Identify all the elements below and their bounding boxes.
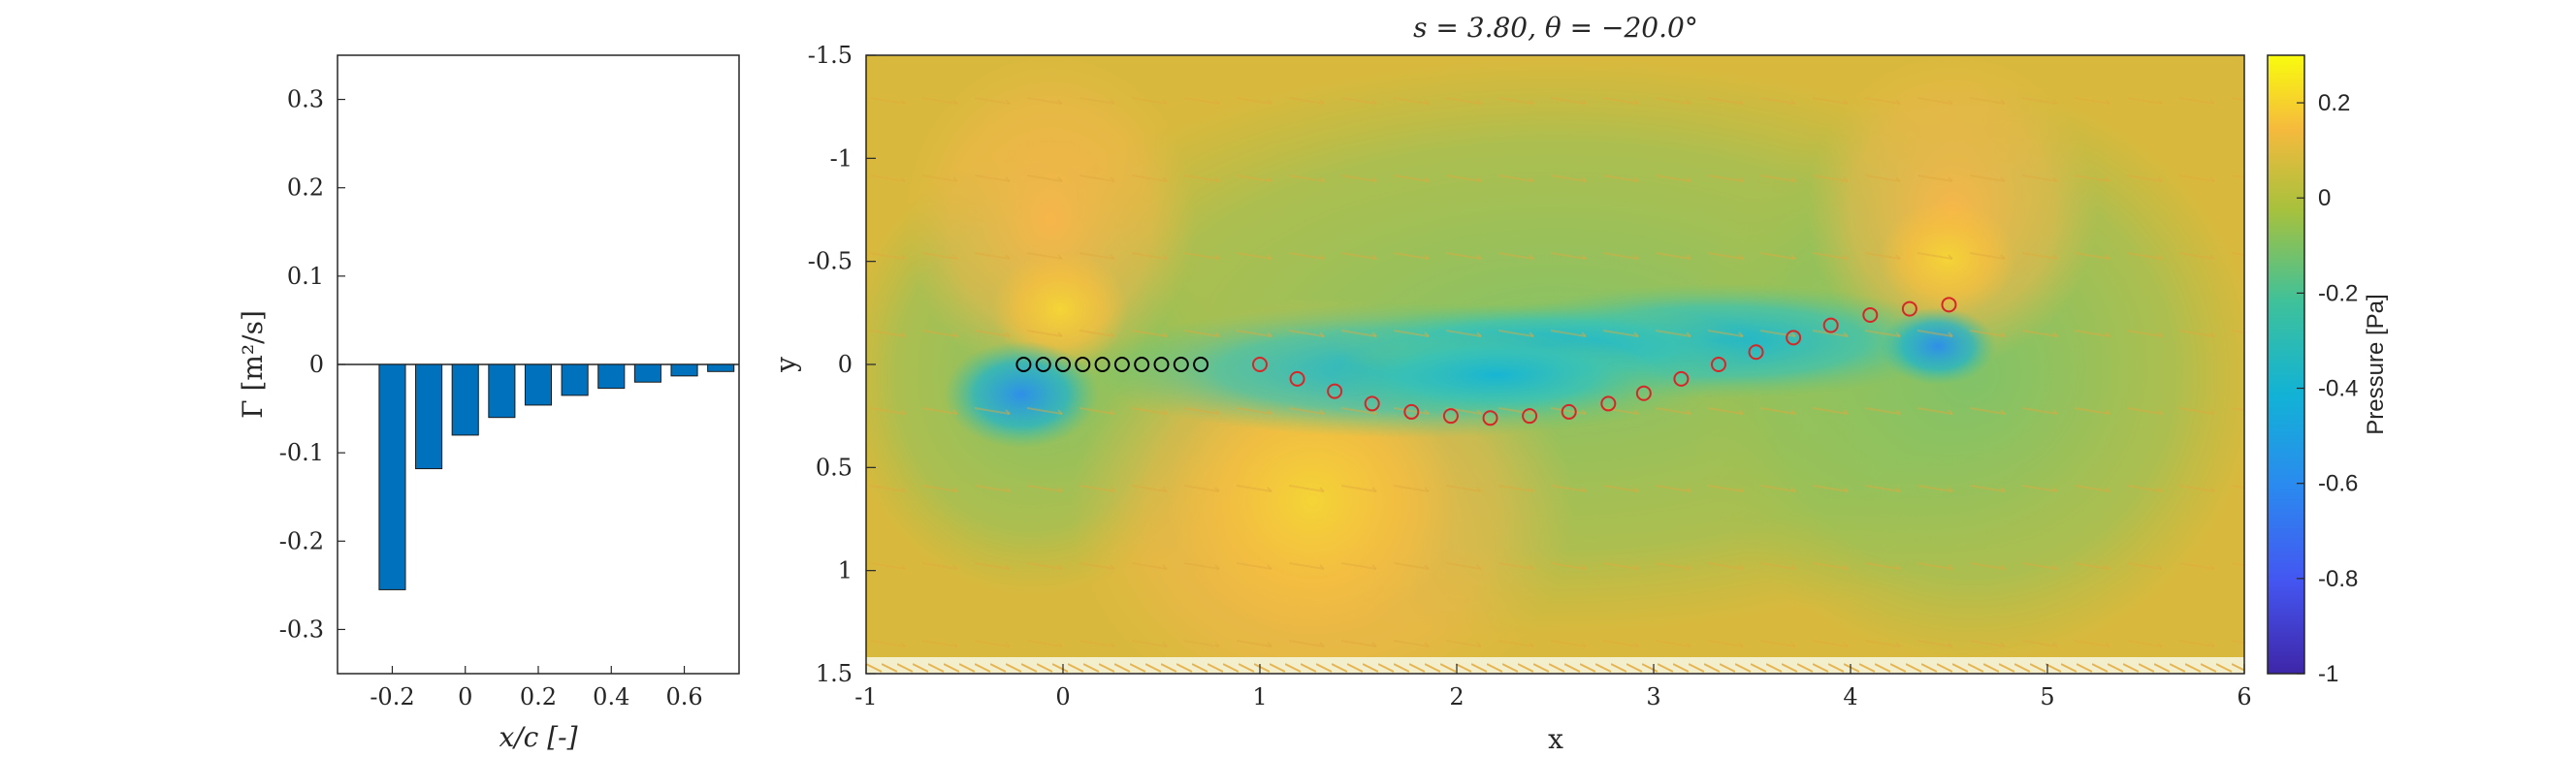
wake-point: [1822, 317, 1839, 333]
field-x-tick-label: 1: [1252, 683, 1267, 710]
bar-x-tick-label: -0.2: [370, 683, 414, 710]
field-x-tick-label: 0: [1055, 683, 1070, 710]
wake-point: [1862, 306, 1879, 323]
wake-point: [1901, 300, 1917, 317]
field-y-ticks: -1.5 -1 -0.5 0 0.5 1 1.5: [808, 42, 876, 687]
bar: [488, 363, 516, 419]
foil-point: [1035, 357, 1051, 372]
wake-point: [1482, 410, 1498, 426]
bar: [415, 363, 443, 470]
wake-point: [1673, 370, 1690, 387]
pressure-colorbar: 0.2 0 -0.2 -0.4 -0.6 -0.8 -1 Pressure [Pa]: [2267, 54, 2389, 687]
field-x-tick-label: 2: [1449, 683, 1464, 710]
foil-point: [1055, 357, 1071, 372]
wake-point: [1364, 395, 1380, 412]
pressure-contour-field: [866, 55, 2244, 674]
bar-y-tick-label: 0: [309, 351, 324, 378]
bar-y-tick-label: 0.3: [287, 86, 324, 113]
wake-point: [1786, 330, 1802, 346]
wake-point: [1710, 357, 1726, 372]
bar: [451, 363, 479, 436]
circulation-bar-chart: -0.2 0 0.2 0.4 0.6 0.3 0.2 0.1 0 -0.1 -0.2 -0.3 x/…: [237, 54, 740, 753]
colorbar-tick-label: -0.6: [2318, 471, 2358, 497]
bar-x-tick-label: 0.4: [593, 683, 629, 710]
colorbar-tick-label: -0.2: [2318, 280, 2358, 306]
colorbar-ticks: 0.2 0 -0.2 -0.4 -0.6 -0.8 -1: [2297, 90, 2358, 687]
foil-point: [1153, 357, 1170, 372]
colorbar-label: Pressure [Pa]: [2363, 294, 2389, 434]
wake-point: [1327, 383, 1343, 399]
bar: [633, 363, 661, 383]
bar-y-tick-label: 0.1: [287, 263, 324, 290]
bar-y-tick-label: 0.2: [287, 174, 324, 202]
wake-point: [1561, 403, 1577, 420]
bar-y-ticks: 0.3 0.2 0.1 0 -0.1 -0.2 -0.3: [279, 86, 345, 643]
field-x-tick-label: 4: [1843, 683, 1857, 710]
foil-point: [1134, 357, 1150, 372]
field-x-ticks: -1 0 1 2 3 4 5 6: [854, 664, 2252, 710]
colorbar-tick-label: 0.2: [2318, 90, 2350, 116]
field-title: s = 3.80, θ = −20.0°: [1413, 12, 1698, 44]
bar: [707, 363, 735, 372]
wake-point: [1289, 370, 1305, 387]
field-y-tick-label: -1: [830, 144, 853, 172]
colorbar-tick-label: 0: [2318, 185, 2331, 211]
bar-x-label: x/c [-]: [499, 721, 577, 753]
field-y-tick-label: 1: [838, 557, 853, 584]
field-y-tick-label: 1.5: [816, 660, 853, 687]
bar-x-ticks: -0.2 0 0.2 0.4 0.6: [370, 666, 703, 710]
wake-point: [1600, 395, 1617, 412]
field-y-tick-label: 0: [838, 351, 853, 378]
wake-point: [1748, 344, 1764, 361]
field-x-tick-label: 6: [2237, 683, 2251, 710]
bar-y-tick-label: -0.1: [279, 439, 324, 466]
field-y-tick-label: -1.5: [808, 42, 853, 69]
foil-markers: [1015, 357, 1209, 372]
field-x-tick-label: 3: [1646, 683, 1660, 710]
bar: [561, 363, 589, 396]
bar-y-tick-label: -0.2: [279, 527, 324, 554]
wake-markers: [1252, 297, 1957, 426]
bar-x-tick-label: 0.2: [520, 683, 557, 710]
field-x-tick-label: 5: [2040, 683, 2054, 710]
wake-point: [1941, 297, 1957, 313]
bar: [524, 363, 553, 406]
wake-point: [1252, 357, 1268, 372]
bar-y-label: Γ [m²/s]: [237, 310, 269, 419]
foil-point: [1094, 357, 1111, 372]
foil-point: [1015, 357, 1032, 372]
foil-point: [1075, 357, 1091, 372]
bar: [670, 363, 698, 377]
wake-point: [1522, 408, 1538, 425]
field-y-label: y: [770, 357, 802, 373]
pressure-field-chart: s = 3.80, θ = −20.0°: [770, 12, 2252, 755]
bar-y-tick-label: -0.3: [279, 615, 324, 643]
bar-x-tick-label: 0: [458, 683, 472, 710]
field-y-tick-label: 0.5: [816, 454, 853, 481]
foil-point: [1113, 357, 1130, 372]
bars: [378, 363, 735, 590]
field-x-tick-label: -1: [854, 683, 877, 710]
colorbar-tick-label: -1: [2318, 661, 2338, 687]
colorbar-tick-label: -0.4: [2318, 376, 2358, 402]
bar: [597, 363, 626, 390]
colorbar-tick-label: -0.8: [2318, 566, 2358, 592]
foil-point: [1173, 357, 1189, 372]
foil-point: [1193, 357, 1209, 372]
field-y-tick-label: -0.5: [808, 248, 853, 275]
wake-point: [1403, 403, 1420, 420]
field-x-label: x: [1548, 723, 1563, 755]
wake-point: [1635, 385, 1652, 401]
bar-x-tick-label: 0.6: [665, 683, 702, 710]
wake-point: [1442, 408, 1459, 425]
colorbar-gradient: [2267, 54, 2305, 675]
bar: [378, 363, 406, 590]
